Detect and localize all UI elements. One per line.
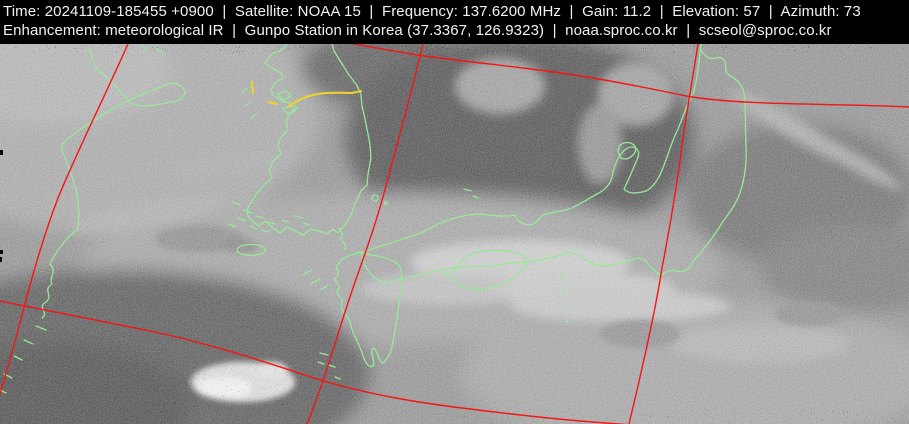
ulleungdo-island	[371, 194, 379, 202]
korea-coastline	[246, 44, 372, 236]
latitude-line-north	[353, 44, 909, 108]
longitude-line-east	[628, 44, 699, 424]
sync-tick-marks	[0, 150, 3, 262]
satellite-image	[0, 44, 909, 424]
dmz-boundary-overlay	[251, 81, 362, 108]
cloud-speckle-zone	[185, 362, 320, 410]
dmz-dash	[268, 101, 278, 105]
shikoku-coastline	[442, 249, 527, 291]
satellite-map	[0, 44, 909, 424]
kyushu-south-islands	[317, 352, 341, 380]
bottom-noise-band	[420, 410, 909, 424]
goto-islands	[302, 269, 328, 291]
header-bar: Time: 20241109-185455 +0900 | Satellite:…	[0, 0, 909, 44]
jeju-island	[236, 243, 266, 257]
kyushu-coastline	[334, 251, 403, 368]
sado-island	[617, 141, 637, 160]
ise-island-chain	[560, 271, 568, 325]
sea-noise-zone	[350, 52, 710, 252]
korea-southwest-archipelago	[227, 201, 311, 233]
top-noise-band	[0, 44, 909, 53]
header-line2: Enhancement: meteorological IR | Gunpo S…	[3, 22, 832, 39]
latitude-line-south	[0, 300, 630, 424]
longitude-line-center	[306, 44, 424, 424]
graticule-overlay	[0, 44, 909, 424]
longitude-line-west	[0, 44, 129, 396]
east-noise-zone	[730, 104, 909, 244]
korea-west-islands	[241, 87, 296, 119]
dmz-west-segment	[251, 81, 254, 94]
header-line1: Time: 20241109-185455 +0900 | Satellite:…	[3, 3, 861, 20]
dokdo-islet	[383, 200, 389, 206]
oki-islands	[463, 188, 479, 199]
tsushima-island	[337, 227, 347, 251]
coastline-overlay	[0, 44, 747, 394]
china-coastline	[41, 45, 186, 319]
dmz-boundary-line	[287, 90, 362, 108]
china-coast-islands	[0, 44, 165, 394]
